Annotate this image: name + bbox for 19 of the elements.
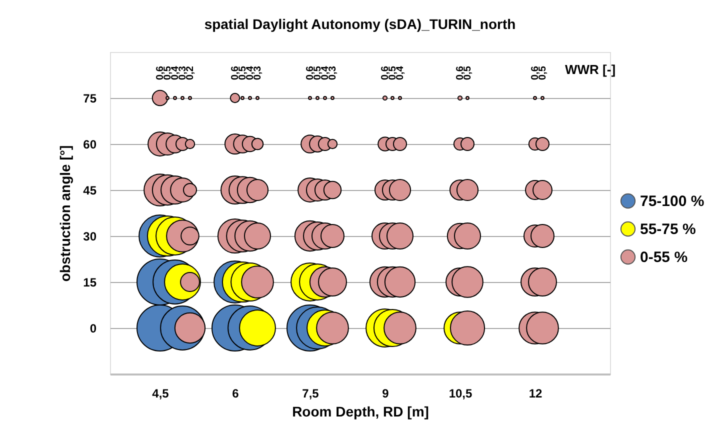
x-tick-label: 7,5 [302,386,320,400]
legend-label: 55-75 % [640,221,696,238]
annotation: WWR [-] [565,62,616,77]
y-tick-label: 75 [83,92,97,106]
y-tick-label: 30 [83,230,97,244]
y-axis-title: obstruction angle [°] [57,145,74,282]
y-tick-label: 60 [83,138,97,152]
x-tick-label: 9 [382,386,390,400]
x-axis-title: Room Depth, RD [m] [292,404,429,420]
y-tick-label: 15 [83,276,97,290]
y-tick-label: 45 [83,184,97,198]
legend-label: 0-55 % [640,249,688,266]
x-tick-label: 4,5 [152,386,170,400]
x-tick-label: 6 [232,386,240,400]
chart-title: spatial Daylight Autonomy (sDA)_TURIN_north [204,16,516,32]
x-tick-label: 10,5 [448,386,472,400]
legend-label: 75-100 % [640,193,704,210]
y-tick-label: 0 [90,322,97,336]
x-tick-label: 12 [528,386,542,400]
